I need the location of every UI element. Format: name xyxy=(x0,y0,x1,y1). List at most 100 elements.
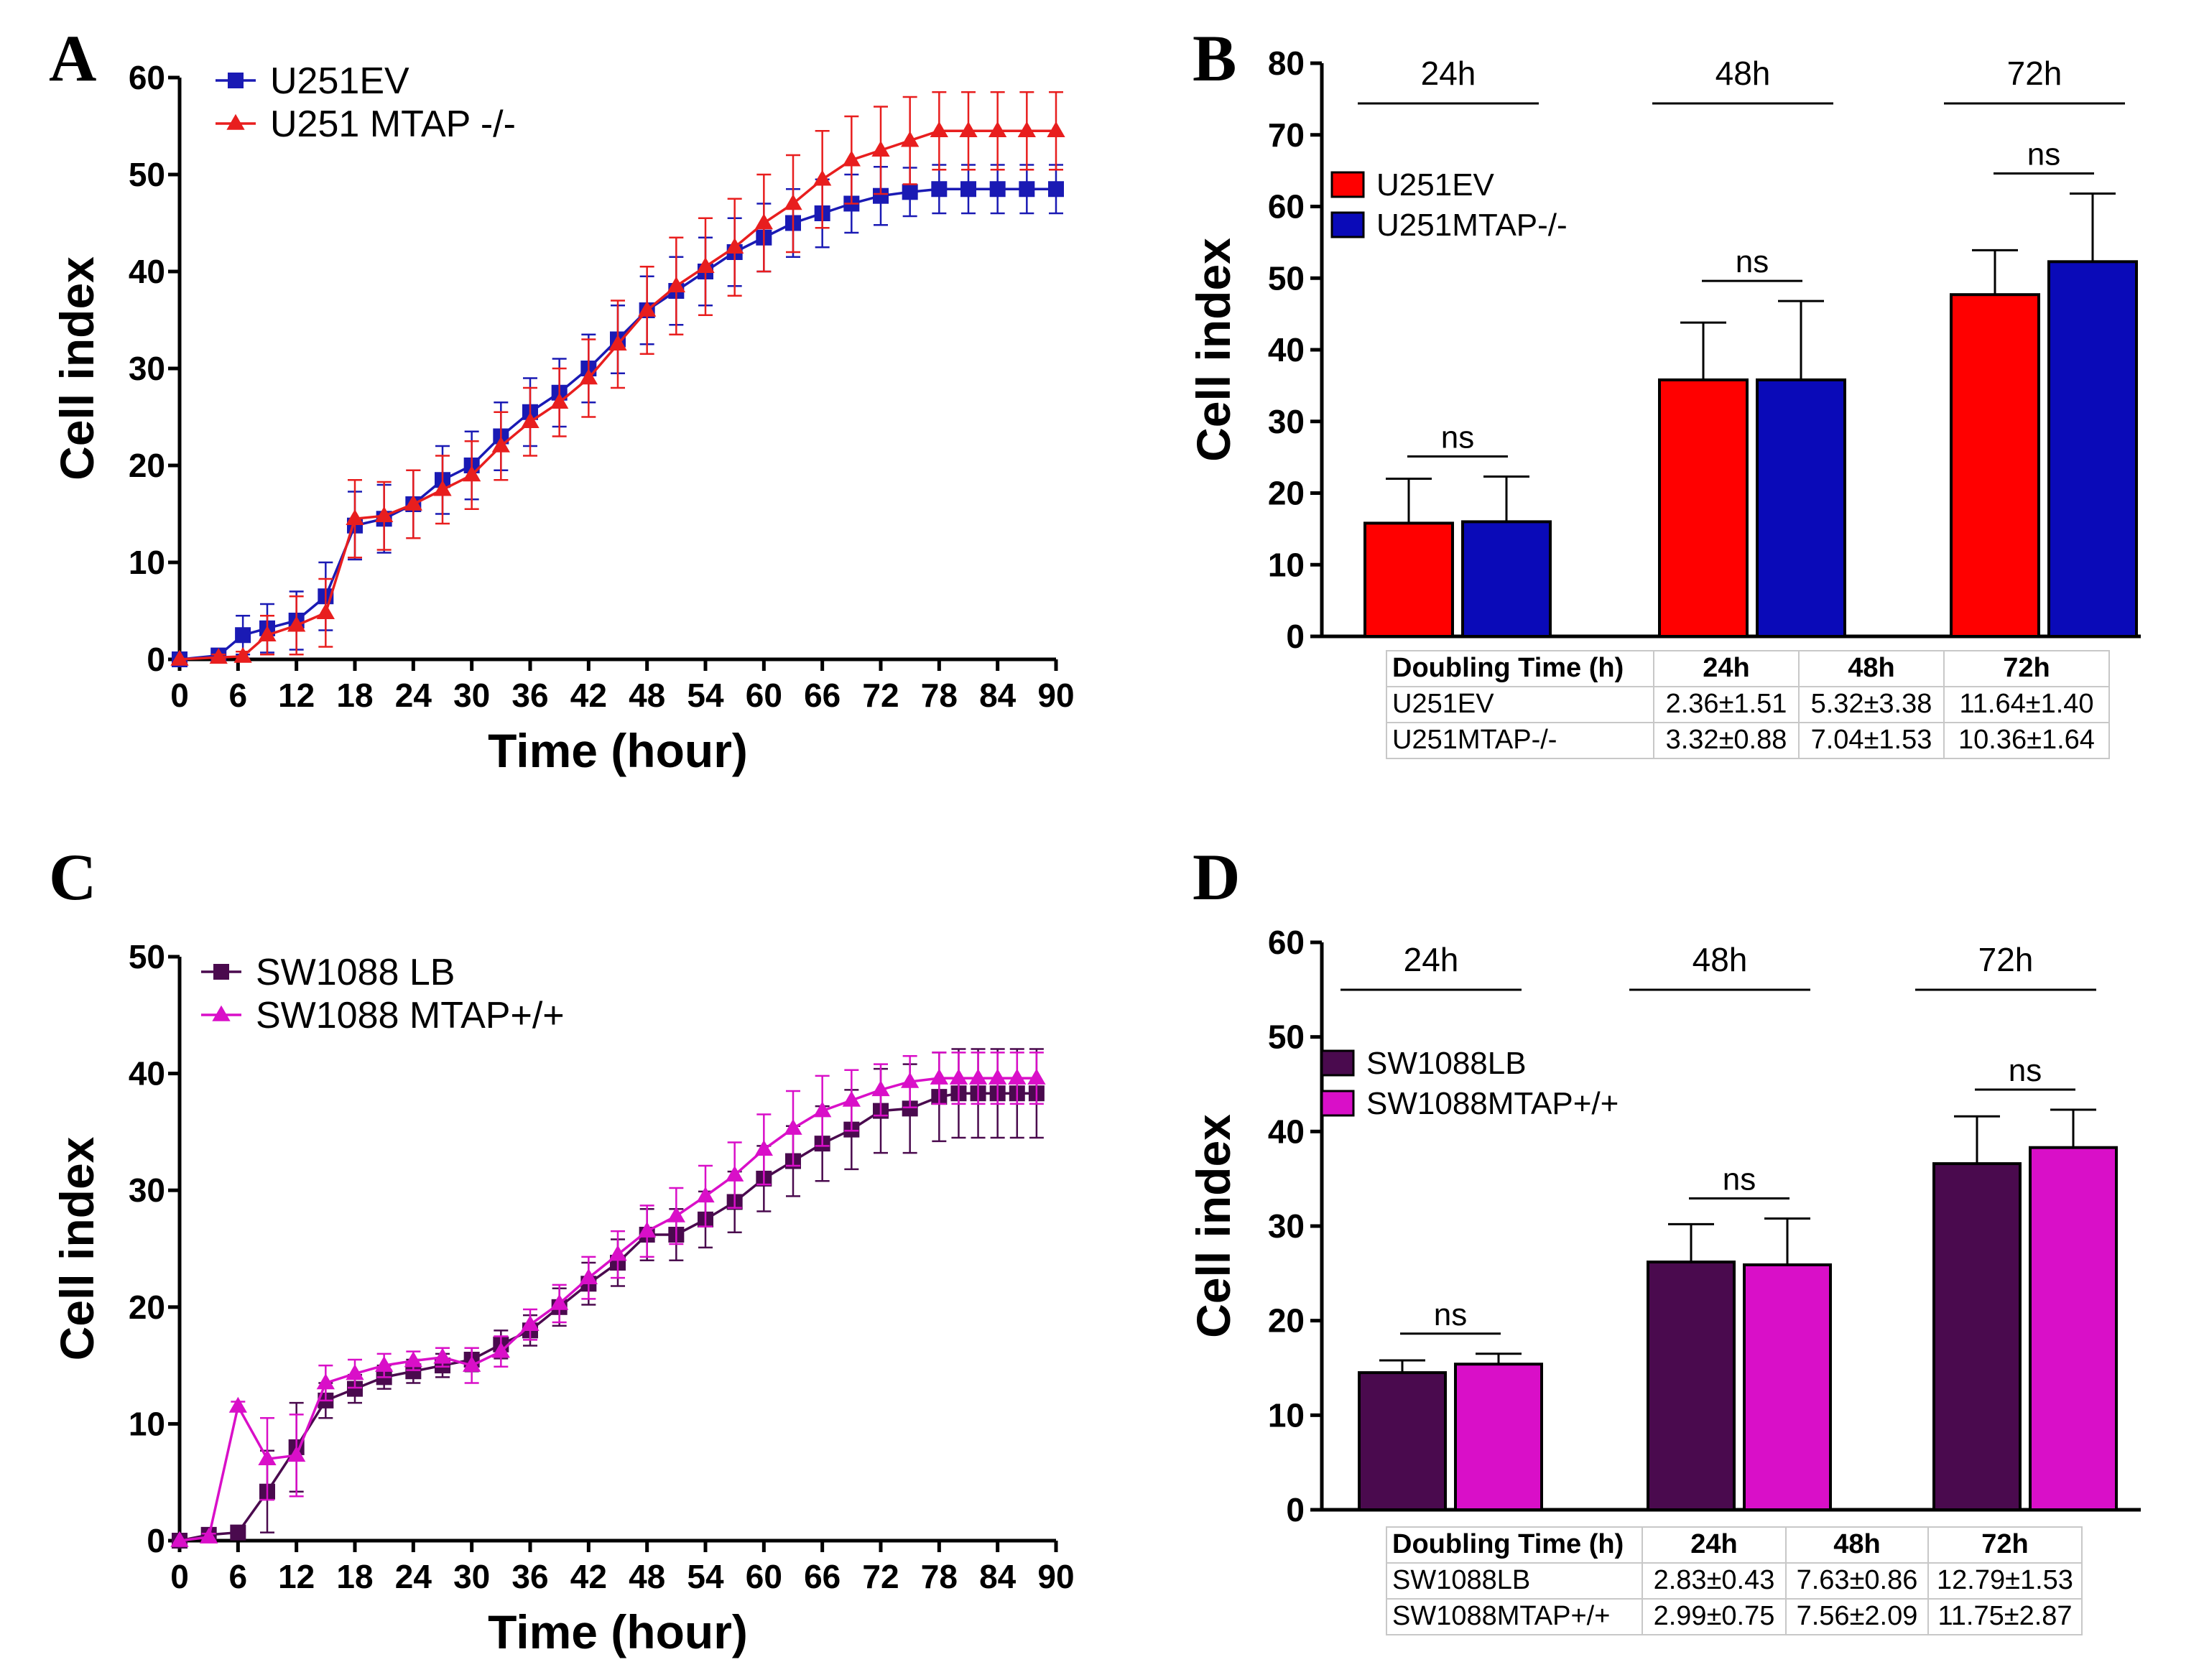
bar xyxy=(1647,1261,1736,1511)
data-point xyxy=(200,1527,218,1544)
y-axis-label: Cell index xyxy=(50,256,103,481)
x-tick-label: 84 xyxy=(979,677,1017,714)
data-point xyxy=(230,1524,246,1541)
bar xyxy=(1658,378,1749,639)
y-tick-label: 0 xyxy=(147,1522,165,1559)
data-point xyxy=(375,506,394,522)
data-point xyxy=(287,616,306,632)
data-point xyxy=(433,480,452,496)
data-point xyxy=(960,181,976,198)
data-point xyxy=(842,150,861,167)
data-point xyxy=(521,412,540,429)
data-point xyxy=(930,1068,948,1085)
chart-d-bar-sw1088: 0 10 20 30 40 50 60 Cell index 24h ns 48h ns 72h ns SW… xyxy=(1187,924,2141,1635)
x-tick-label: 6 xyxy=(229,1558,248,1595)
data-point xyxy=(949,1068,968,1085)
legend-label: SW1088MTAP+/+ xyxy=(1366,1086,1619,1121)
y-tick-label: 30 xyxy=(1268,1207,1305,1245)
x-tick-label: 84 xyxy=(979,1558,1017,1595)
table-cell: 11.64±1.40 xyxy=(1959,689,2093,719)
x-tick-label: 42 xyxy=(570,677,607,714)
data-point xyxy=(404,494,422,511)
data-point xyxy=(405,1363,422,1380)
y-tick-label: 10 xyxy=(129,1405,165,1442)
data-point xyxy=(463,465,481,482)
y-tick-label: 20 xyxy=(1268,475,1305,512)
x-tick-label: 24 xyxy=(395,677,432,714)
series-line xyxy=(179,1077,1037,1542)
data-point xyxy=(902,1100,918,1117)
x-tick-label: 66 xyxy=(804,1558,841,1595)
data-point xyxy=(988,1068,1007,1085)
table-cell: 7.04±1.53 xyxy=(1811,725,1932,755)
data-point xyxy=(491,1342,510,1358)
legend-label: U251EV xyxy=(270,60,409,102)
x-axis-label: Time (hour) xyxy=(488,1605,748,1658)
x-axis-label: Time (hour) xyxy=(488,724,748,777)
x-tick-label: 78 xyxy=(921,1558,958,1595)
y-tick-label: 20 xyxy=(129,1289,165,1326)
x-tick-label: 78 xyxy=(921,677,958,714)
legend-label: U251 MTAP -/- xyxy=(270,103,516,145)
y-tick-label: 60 xyxy=(1268,924,1305,961)
data-point xyxy=(347,1380,363,1397)
data-point xyxy=(550,393,569,409)
data-point xyxy=(433,1347,452,1364)
table-border xyxy=(1386,650,2110,759)
legend-label: U251EV xyxy=(1376,167,1495,203)
x-tick-label: 72 xyxy=(862,677,899,714)
y-tick-label: 30 xyxy=(129,1171,165,1209)
significance-label: ns xyxy=(2027,137,2060,172)
data-point xyxy=(902,184,918,200)
data-point xyxy=(989,181,1006,198)
y-tick-label: 10 xyxy=(129,544,165,581)
table-cell: 2.83±0.43 xyxy=(1654,1565,1775,1595)
data-point xyxy=(842,1090,861,1107)
significance-label: ns xyxy=(2009,1053,2042,1088)
data-point xyxy=(726,238,744,254)
group-label: 72h xyxy=(1978,941,2034,978)
y-tick-label: 40 xyxy=(129,1055,165,1092)
table-header: Doubling Time (h) xyxy=(1392,1529,1624,1559)
y-tick-label: 20 xyxy=(129,447,165,484)
data-point xyxy=(901,131,920,147)
legend-swatch xyxy=(1330,171,1365,198)
x-tick-label: 30 xyxy=(453,677,490,714)
data-point xyxy=(696,257,715,274)
group-label: 48h xyxy=(1715,55,1771,92)
chart-c-growth-sw1088: 0 10 20 30 40 50 Cell index 0 6 12 18 24 30 36 42 48 54 6… xyxy=(50,938,1075,1658)
group-label: 48h xyxy=(1693,941,1748,978)
x-tick-label: 90 xyxy=(1037,677,1074,714)
bar xyxy=(1743,1263,1832,1511)
y-tick-label: 30 xyxy=(1268,403,1305,440)
table-cell: SW1088LB xyxy=(1392,1565,1530,1595)
table-header: 48h xyxy=(1833,1529,1880,1559)
group-label: 24h xyxy=(1404,941,1459,978)
x-tick-label: 0 xyxy=(170,1558,189,1595)
data-point xyxy=(608,1245,627,1261)
y-tick-label: 60 xyxy=(1268,188,1305,226)
x-tick-label: 42 xyxy=(570,1558,607,1595)
series-line xyxy=(179,187,1056,661)
legend-label: SW1088 LB xyxy=(256,952,455,993)
x-tick-label: 54 xyxy=(687,1558,724,1595)
x-tick-label: 12 xyxy=(278,677,315,714)
table-cell: 3.32±0.88 xyxy=(1666,725,1787,755)
y-tick-label: 0 xyxy=(1286,618,1305,655)
y-axis-label: Cell index xyxy=(1187,238,1240,462)
y-axis-label: Cell index xyxy=(1187,1114,1240,1338)
data-point xyxy=(638,300,657,317)
table-header: 72h xyxy=(1981,1529,2028,1559)
chart-b-bar-u251: 0 10 20 30 40 50 60 70 80 Cell index 24h ns 48h ns 72h… xyxy=(1187,45,2141,759)
data-point xyxy=(1008,1068,1027,1085)
x-tick-label: 60 xyxy=(746,677,782,714)
data-point xyxy=(579,368,598,385)
table-cell: 7.56±2.09 xyxy=(1797,1601,1918,1631)
data-point xyxy=(871,141,890,157)
data-point xyxy=(209,648,228,664)
significance-label: ns xyxy=(1434,1297,1467,1332)
data-point xyxy=(726,1165,744,1182)
series-line xyxy=(179,129,1056,661)
data-point xyxy=(258,626,277,642)
